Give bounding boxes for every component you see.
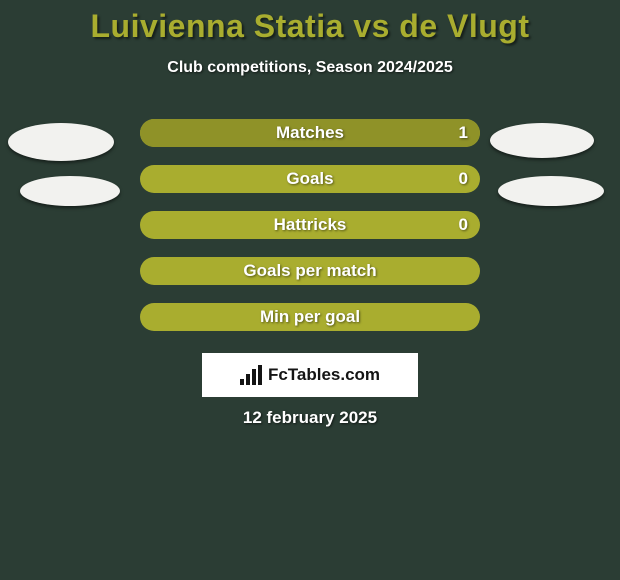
- bar-track: [140, 303, 480, 331]
- date-text: 12 february 2025: [0, 408, 620, 428]
- stat-row: Goals per match: [0, 248, 620, 294]
- stat-row: Goals 0: [0, 156, 620, 202]
- stat-row: Min per goal: [0, 294, 620, 340]
- avatar-right-icon: [490, 123, 594, 158]
- comparison-card: Luivienna Statia vs de Vlugt Club compet…: [0, 0, 620, 580]
- bar-track: [140, 257, 480, 285]
- stat-row: Hattricks 0: [0, 202, 620, 248]
- chart-bars-icon: [240, 365, 262, 385]
- subtitle: Club competitions, Season 2024/2025: [0, 59, 620, 77]
- title: Luivienna Statia vs de Vlugt: [0, 0, 620, 45]
- bar-track: [140, 211, 480, 239]
- logo-text: FcTables.com: [268, 365, 380, 385]
- bar-fill-right: [140, 119, 480, 147]
- stat-row: Matches 1: [0, 110, 620, 156]
- bar-track: [140, 165, 480, 193]
- logo-box: FcTables.com: [202, 353, 418, 397]
- bar-track: [140, 119, 480, 147]
- stat-rows: Matches 1 Goals 0 Hattricks 0 Goals per …: [0, 110, 620, 340]
